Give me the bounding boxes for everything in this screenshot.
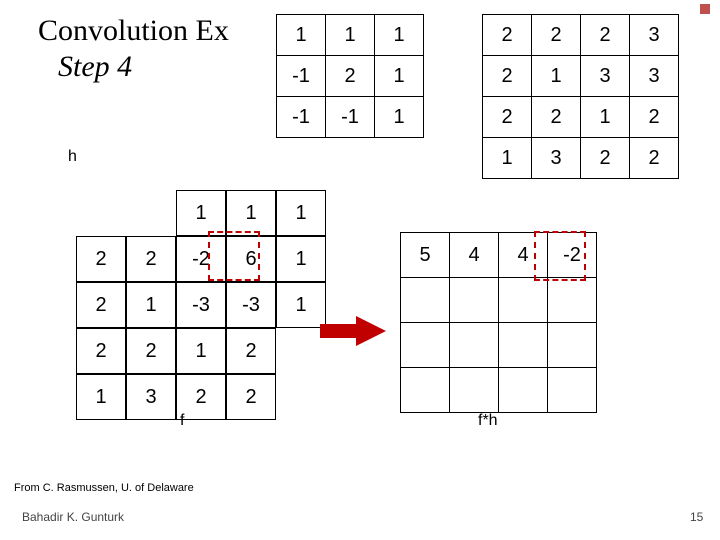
matrix-cell: -2 xyxy=(176,236,226,282)
matrix-cell: 1 xyxy=(375,97,424,138)
matrix-cell: 2 xyxy=(76,282,126,328)
matrix-cell xyxy=(450,323,499,368)
slide-corner-decoration xyxy=(700,4,710,14)
matrix-cell xyxy=(276,328,326,374)
matrix-cell: 2 xyxy=(630,97,679,138)
label-fh: f*h xyxy=(478,412,498,430)
title-line-1: Convolution Ex xyxy=(38,14,229,48)
matrix-cell: 3 xyxy=(532,138,581,179)
matrix-cell: 4 xyxy=(499,233,548,278)
matrix-output-fh: 544-2 xyxy=(400,232,597,413)
arrow-icon xyxy=(320,313,390,349)
matrix-cell: 2 xyxy=(630,138,679,179)
matrix-cell: -1 xyxy=(326,97,375,138)
matrix-cell: 2 xyxy=(532,15,581,56)
matrix-cell: 2 xyxy=(483,15,532,56)
matrix-cell: -3 xyxy=(226,282,276,328)
matrix-cell xyxy=(76,190,126,236)
matrix-cell xyxy=(276,374,326,420)
matrix-cell: -2 xyxy=(548,233,597,278)
matrix-cell: 2 xyxy=(581,138,630,179)
matrix-cell xyxy=(548,368,597,413)
matrix-cell: 1 xyxy=(375,56,424,97)
matrix-cell xyxy=(548,278,597,323)
matrix-cell: 3 xyxy=(126,374,176,420)
matrix-cell: -1 xyxy=(277,56,326,97)
matrix-cell: 2 xyxy=(76,236,126,282)
matrix-cell: 4 xyxy=(450,233,499,278)
matrix-cell: 2 xyxy=(483,56,532,97)
matrix-input-image: 2223213322121322 xyxy=(482,14,679,179)
matrix-cell: 6 xyxy=(226,236,276,282)
page-number: 15 xyxy=(690,510,703,524)
matrix-cell: 1 xyxy=(276,236,326,282)
matrix-cell xyxy=(450,368,499,413)
matrix-cell: 5 xyxy=(401,233,450,278)
matrix-cell: 1 xyxy=(483,138,532,179)
matrix-cell: 2 xyxy=(76,328,126,374)
matrix-cell: 1 xyxy=(76,374,126,420)
matrix-cell: 2 xyxy=(581,15,630,56)
matrix-cell: 3 xyxy=(630,15,679,56)
matrix-cell xyxy=(126,190,176,236)
matrix-cell: 2 xyxy=(226,328,276,374)
matrix-cell xyxy=(450,278,499,323)
matrix-f: 11122-26121-3-3122121322 xyxy=(76,190,326,420)
matrix-cell xyxy=(499,278,548,323)
footer-author: Bahadir K. Gunturk xyxy=(22,510,124,524)
matrix-cell: -1 xyxy=(277,97,326,138)
matrix-cell: 1 xyxy=(276,190,326,236)
label-h: h xyxy=(68,148,77,166)
matrix-cell: 2 xyxy=(532,97,581,138)
matrix-cell: 2 xyxy=(126,328,176,374)
matrix-cell xyxy=(499,323,548,368)
matrix-cell: 1 xyxy=(276,282,326,328)
label-f: f xyxy=(180,412,184,430)
matrix-cell: 2 xyxy=(226,374,276,420)
matrix-cell: -3 xyxy=(176,282,226,328)
matrix-cell: 3 xyxy=(581,56,630,97)
matrix-cell: 3 xyxy=(630,56,679,97)
matrix-cell: 1 xyxy=(226,190,276,236)
matrix-cell: 2 xyxy=(326,56,375,97)
matrix-cell xyxy=(401,323,450,368)
matrix-cell: 2 xyxy=(483,97,532,138)
matrix-cell xyxy=(401,278,450,323)
matrix-cell: 1 xyxy=(375,15,424,56)
attribution-text: From C. Rasmussen, U. of Delaware xyxy=(14,482,194,494)
title-line-2: Step 4 xyxy=(58,50,132,84)
matrix-cell xyxy=(401,368,450,413)
matrix-cell: 1 xyxy=(126,282,176,328)
matrix-cell: 1 xyxy=(176,190,226,236)
matrix-h-kernel: 111-121-1-11 xyxy=(276,14,424,138)
matrix-cell: 2 xyxy=(126,236,176,282)
matrix-cell: 1 xyxy=(326,15,375,56)
matrix-cell: 1 xyxy=(176,328,226,374)
matrix-cell: 1 xyxy=(277,15,326,56)
matrix-cell xyxy=(548,323,597,368)
matrix-cell xyxy=(499,368,548,413)
matrix-cell: 1 xyxy=(581,97,630,138)
matrix-cell: 1 xyxy=(532,56,581,97)
